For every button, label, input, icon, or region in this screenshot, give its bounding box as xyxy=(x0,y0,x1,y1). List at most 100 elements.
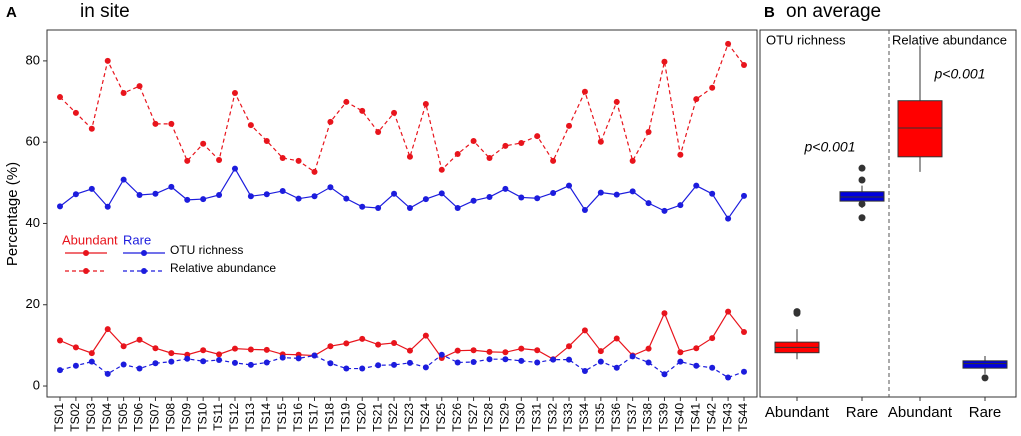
point xyxy=(725,40,732,47)
point xyxy=(104,370,111,377)
point xyxy=(57,337,63,344)
point xyxy=(104,57,111,64)
x-tick-label: TS11 xyxy=(211,403,225,431)
y-axis-label: Percentage (%) xyxy=(4,162,21,266)
point xyxy=(263,346,270,353)
x-tick-label: TS16 xyxy=(291,403,305,432)
point xyxy=(725,374,732,381)
point xyxy=(200,347,207,354)
outlier xyxy=(858,200,866,208)
point xyxy=(741,192,747,199)
point xyxy=(645,345,652,352)
point xyxy=(72,109,79,116)
point xyxy=(391,361,398,368)
point xyxy=(184,157,191,164)
point xyxy=(104,326,111,333)
point xyxy=(57,203,63,210)
point xyxy=(152,360,159,367)
x-tick-label: TS07 xyxy=(148,403,162,432)
panel-label: A xyxy=(6,4,17,21)
point xyxy=(470,137,477,144)
x-tick-label: TS13 xyxy=(243,403,257,432)
box xyxy=(962,360,1008,369)
point xyxy=(359,365,366,372)
point xyxy=(438,166,445,173)
point xyxy=(72,344,79,351)
x-tick-label: TS20 xyxy=(354,403,368,432)
point xyxy=(295,195,302,202)
outlier xyxy=(858,214,866,222)
annotation: p<0.001 xyxy=(934,66,986,82)
x-tick-label: TS37 xyxy=(625,403,639,432)
point xyxy=(406,205,413,212)
point xyxy=(661,207,668,214)
point xyxy=(57,367,63,374)
point xyxy=(550,157,557,164)
point xyxy=(677,202,684,209)
point xyxy=(168,183,175,190)
x-tick-label: TS01 xyxy=(52,403,66,432)
point xyxy=(502,142,509,149)
point xyxy=(661,371,668,378)
point xyxy=(709,84,716,91)
x-tick-label: TS03 xyxy=(84,403,98,432)
legend-point xyxy=(141,268,147,274)
point xyxy=(454,205,461,212)
outlier xyxy=(858,176,866,184)
point xyxy=(88,350,95,357)
point xyxy=(502,349,509,356)
legend-group: Rare xyxy=(123,232,151,247)
panel-title: on average xyxy=(786,1,881,22)
point xyxy=(295,157,302,164)
point xyxy=(295,355,302,362)
box xyxy=(897,100,943,158)
point xyxy=(200,358,207,365)
point xyxy=(136,83,143,90)
point xyxy=(168,120,175,127)
point xyxy=(597,358,604,365)
point xyxy=(534,195,541,202)
point xyxy=(311,193,318,200)
point xyxy=(279,187,286,194)
point xyxy=(645,129,652,136)
x-tick-label: TS28 xyxy=(482,403,496,432)
point xyxy=(581,207,588,214)
point xyxy=(629,157,636,164)
point xyxy=(693,96,700,103)
x-tick-label: TS08 xyxy=(164,403,178,432)
point xyxy=(216,351,223,358)
point xyxy=(454,347,461,354)
point xyxy=(231,89,238,96)
x-tick-label: Rare xyxy=(846,404,879,421)
point xyxy=(470,347,477,354)
point xyxy=(422,332,429,339)
point xyxy=(438,190,445,197)
outlier xyxy=(858,164,866,172)
x-tick-label: TS04 xyxy=(100,403,114,432)
y-tick-label: 40 xyxy=(26,215,40,230)
x-tick-label: TS29 xyxy=(498,403,512,432)
point xyxy=(518,357,525,364)
point xyxy=(645,200,652,207)
point xyxy=(327,118,334,125)
point xyxy=(629,188,636,195)
point xyxy=(263,137,270,144)
facet-label: OTU richness xyxy=(766,32,846,47)
facet-label: Relative abundance xyxy=(892,32,1007,47)
x-tick-label: TS43 xyxy=(720,403,734,432)
point xyxy=(566,182,573,189)
point xyxy=(486,348,493,355)
point xyxy=(693,362,700,369)
point xyxy=(375,205,382,212)
point xyxy=(72,362,79,369)
point xyxy=(613,364,620,371)
point xyxy=(454,150,461,157)
point xyxy=(422,364,429,371)
x-tick-label: TS02 xyxy=(68,403,82,432)
point xyxy=(693,345,700,352)
plot-frame xyxy=(46,29,758,398)
point xyxy=(502,185,509,192)
x-tick-label: TS36 xyxy=(609,403,623,432)
point xyxy=(597,138,604,145)
